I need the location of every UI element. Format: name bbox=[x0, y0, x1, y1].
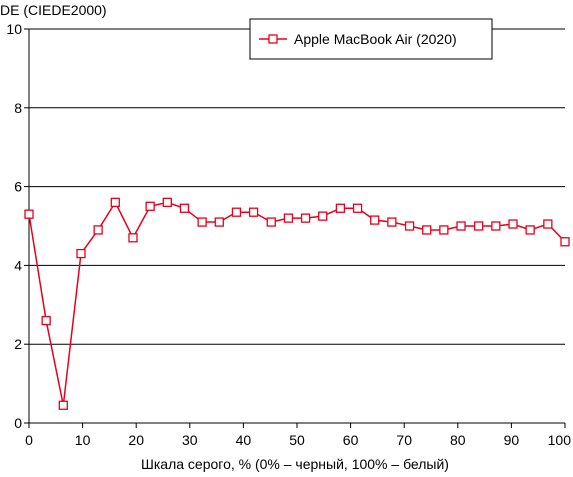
data-point bbox=[248, 207, 259, 217]
x-tick-label: 20 bbox=[128, 432, 144, 448]
data-point bbox=[214, 217, 224, 227]
data-point bbox=[525, 225, 535, 235]
data-point bbox=[456, 221, 466, 231]
x-axis-title: Шкала серого, % (0% – черный, 100% – бел… bbox=[141, 456, 449, 472]
data-point bbox=[491, 221, 501, 231]
data-point bbox=[128, 233, 138, 243]
data-point bbox=[352, 203, 363, 213]
x-tick-label: 80 bbox=[450, 432, 466, 448]
y-tick-label: 2 bbox=[14, 336, 22, 352]
legend: Apple MacBook Air (2020) bbox=[249, 18, 493, 60]
data-point bbox=[58, 400, 68, 410]
data-point bbox=[76, 248, 86, 259]
data-point bbox=[93, 225, 103, 235]
data-point bbox=[404, 221, 415, 231]
data-point bbox=[560, 237, 570, 247]
data-point bbox=[266, 217, 276, 227]
x-tick-label: 50 bbox=[289, 432, 305, 448]
data-point bbox=[283, 213, 294, 223]
data-point bbox=[162, 197, 172, 208]
data-point bbox=[439, 225, 449, 235]
data-point bbox=[110, 197, 120, 208]
x-tick-label: 70 bbox=[396, 432, 412, 448]
legend-label: Apple MacBook Air (2020) bbox=[294, 31, 457, 47]
x-tick-label: 60 bbox=[343, 432, 359, 448]
data-point bbox=[145, 201, 155, 211]
x-tick-label: 30 bbox=[182, 432, 198, 448]
data-point bbox=[387, 217, 397, 227]
x-tick-label: 100 bbox=[548, 432, 572, 448]
data-point bbox=[335, 203, 346, 213]
y-axis-title: DE (CIEDE2000) bbox=[0, 2, 107, 18]
y-tick-label: 0 bbox=[14, 415, 22, 431]
grid bbox=[29, 28, 565, 345]
x-tick-label: 10 bbox=[75, 432, 91, 448]
series bbox=[24, 197, 570, 410]
x-tick-label: 40 bbox=[236, 432, 252, 448]
legend-box bbox=[249, 18, 493, 60]
data-point bbox=[370, 215, 380, 225]
data-point bbox=[422, 225, 432, 235]
data-point bbox=[24, 209, 34, 219]
data-point bbox=[543, 219, 553, 229]
y-tick-label: 10 bbox=[6, 21, 22, 37]
series-line bbox=[28, 200, 566, 406]
y-tick-label: 8 bbox=[14, 100, 22, 116]
data-point bbox=[41, 315, 51, 326]
data-point bbox=[300, 213, 311, 223]
data-point bbox=[179, 203, 190, 213]
x-tick-label: 90 bbox=[504, 432, 520, 448]
data-point bbox=[318, 211, 328, 221]
data-point bbox=[508, 219, 518, 229]
y-tick-label: 6 bbox=[14, 179, 22, 195]
data-point bbox=[197, 217, 207, 227]
x-tick-label: 0 bbox=[25, 432, 33, 448]
y-tick-label: 4 bbox=[14, 257, 22, 273]
data-point bbox=[474, 221, 484, 231]
legend-marker bbox=[268, 34, 278, 44]
data-point bbox=[231, 207, 242, 217]
